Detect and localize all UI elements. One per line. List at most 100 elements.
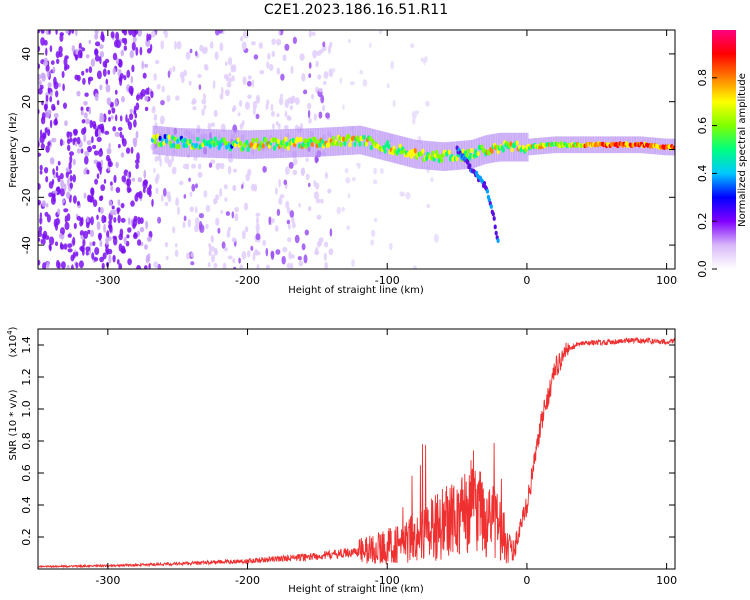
- noise-blob: [112, 255, 116, 263]
- noise-blob: [74, 74, 79, 81]
- ridge-band: [172, 127, 175, 157]
- x-tick-label: 100: [656, 274, 677, 287]
- noise-blob: [85, 246, 91, 252]
- noise-blob: [280, 93, 283, 99]
- noise-blob: [255, 223, 260, 232]
- noise-blob: [239, 99, 243, 107]
- noise-blob: [108, 142, 111, 149]
- noise-blob: [185, 163, 190, 170]
- ridge-point: [510, 147, 514, 153]
- noise-blob: [99, 56, 102, 65]
- y-tick-label: 0.8: [20, 432, 33, 450]
- noise-blob: [280, 73, 285, 81]
- noise-blob: [66, 264, 70, 269]
- ridge-point: [254, 142, 258, 148]
- noise-blob: [49, 157, 55, 165]
- ridge-band: [347, 126, 350, 155]
- noise-blob: [83, 134, 87, 143]
- noise-blob: [146, 48, 152, 54]
- noise-blob: [59, 188, 65, 197]
- noise-blob: [123, 37, 128, 46]
- noise-blob: [122, 138, 127, 147]
- noise-blob: [288, 251, 292, 260]
- ridge-point: [330, 141, 334, 147]
- noise-blob: [83, 126, 87, 134]
- noise-blob: [160, 100, 165, 106]
- noise-blob: [247, 94, 252, 99]
- noise-blob: [297, 256, 302, 261]
- noise-blob: [84, 156, 89, 165]
- noise-blob: [148, 184, 152, 190]
- noise-blob: [82, 238, 86, 247]
- noise-blob: [304, 229, 309, 236]
- noise-blob: [83, 101, 88, 106]
- noise-blob: [93, 257, 99, 262]
- noise-blob: [252, 100, 258, 110]
- noise-blob: [314, 154, 319, 164]
- ridge-point: [174, 143, 178, 150]
- ridge-band: [502, 132, 506, 162]
- noise-blob: [153, 167, 156, 174]
- noise-blob: [38, 88, 43, 95]
- ridge-point: [436, 153, 440, 159]
- noise-blob: [278, 123, 281, 130]
- noise-blob: [211, 254, 215, 263]
- ridge-point: [239, 140, 243, 146]
- ridge-point: [184, 142, 189, 149]
- ridge-point: [391, 150, 395, 156]
- noise-blob: [112, 52, 118, 61]
- ridge-point: [188, 138, 192, 145]
- noise-blob: [174, 249, 179, 257]
- ridge-band: [336, 126, 340, 156]
- noise-blob: [233, 168, 237, 173]
- noise-blob: [322, 41, 326, 48]
- noise-blob: [88, 39, 92, 45]
- noise-blob: [318, 237, 324, 243]
- noise-blob: [128, 217, 131, 226]
- ridge-point: [172, 142, 176, 148]
- ridge-point: [281, 139, 285, 145]
- ridge-point: [153, 139, 157, 145]
- noise-blob: [71, 30, 75, 34]
- ridge-point: [495, 144, 499, 150]
- noise-blob: [38, 152, 42, 157]
- noise-blob: [286, 262, 292, 269]
- noise-blob: [323, 71, 329, 79]
- noise-blob: [88, 106, 92, 115]
- noise-blob: [203, 93, 206, 100]
- snr-y-label: SNR (10 * v/v): [8, 389, 19, 460]
- noise-blob: [119, 77, 123, 86]
- noise-blob: [69, 174, 73, 182]
- ridge-point: [455, 156, 459, 162]
- noise-blob: [131, 177, 136, 182]
- noise-blob: [166, 95, 171, 102]
- noise-blob: [155, 187, 159, 194]
- noise-blob: [92, 123, 97, 130]
- noise-blob: [80, 110, 84, 116]
- colorbar-gradient: [712, 30, 736, 269]
- noise-blob: [97, 232, 103, 240]
- noise-blob: [144, 63, 149, 68]
- noise-blob: [132, 35, 137, 44]
- noise-blob: [201, 98, 207, 105]
- noise-blob: [203, 104, 207, 110]
- noise-blob: [240, 36, 244, 42]
- noise-blob: [99, 239, 103, 248]
- noise-blob: [126, 234, 130, 239]
- noise-blob: [144, 106, 149, 112]
- noise-blob: [430, 177, 434, 183]
- noise-blob: [433, 233, 439, 243]
- x-tick-label: -100: [375, 274, 400, 287]
- noise-blob: [38, 30, 41, 34]
- ridge-band: [467, 140, 470, 169]
- noise-blob: [166, 191, 171, 199]
- noise-blob: [99, 51, 105, 58]
- noise-blob: [247, 250, 251, 258]
- noise-blob: [80, 106, 84, 112]
- noise-blob: [44, 211, 49, 217]
- noise-blob: [55, 217, 60, 226]
- noise-blob: [142, 72, 147, 79]
- noise-blob: [224, 197, 228, 202]
- noise-blob: [63, 57, 68, 67]
- noise-blob: [342, 104, 345, 110]
